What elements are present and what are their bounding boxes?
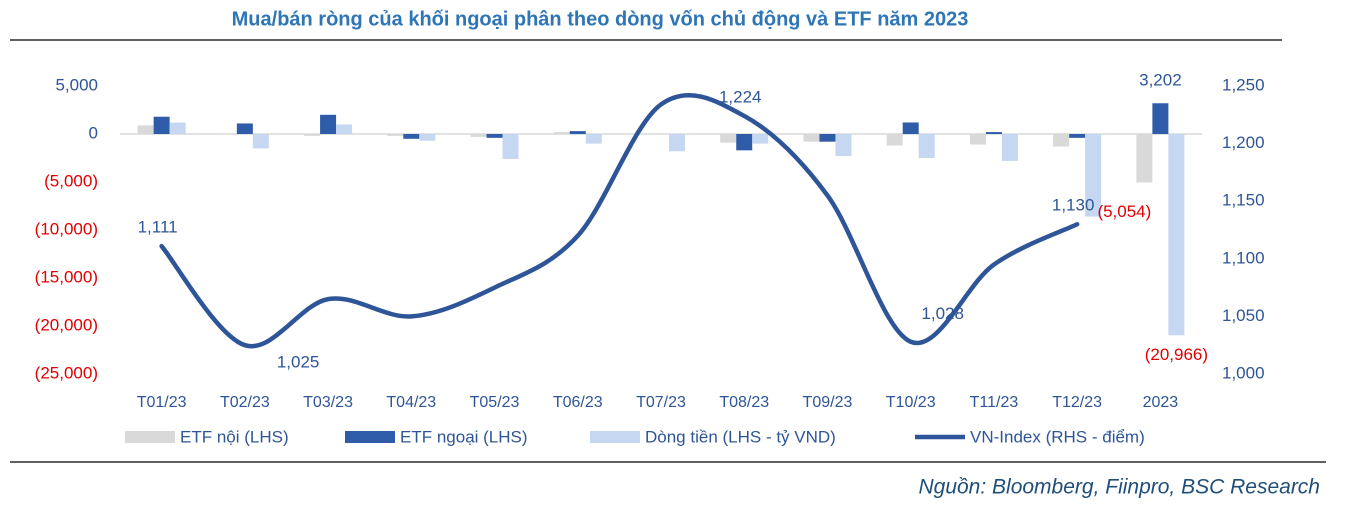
y-tick-label: (15,000) — [35, 267, 98, 286]
data-label: (20,966) — [1145, 345, 1208, 364]
data-label: 1,028 — [921, 304, 964, 323]
bar — [1053, 134, 1070, 147]
bar — [886, 134, 903, 146]
x-tick-label: T09/23 — [803, 394, 853, 411]
legend-swatch — [590, 431, 640, 443]
x-tick-label: 2023 — [1143, 394, 1179, 411]
bar — [1069, 134, 1086, 138]
bar — [486, 134, 503, 138]
data-label: 1,130 — [1052, 196, 1095, 215]
y2-tick-label: 1,100 — [1222, 248, 1265, 267]
bar — [419, 134, 436, 141]
x-tick-label: T06/23 — [553, 394, 603, 411]
bar — [252, 134, 269, 149]
x-tick-label: T12/23 — [1052, 394, 1102, 411]
y-tick-label: (20,000) — [35, 315, 98, 334]
y2-tick-label: 1,200 — [1222, 133, 1265, 152]
bar — [1168, 134, 1185, 336]
data-label: 1,025 — [277, 353, 320, 372]
source: Nguồn: Bloomberg, Fiinpro, BSC Research — [918, 476, 1320, 499]
x-tick-label: T04/23 — [386, 394, 436, 411]
bar — [1001, 134, 1018, 161]
bar — [918, 134, 935, 158]
bar — [819, 134, 836, 142]
bar — [137, 125, 154, 134]
data-label: 3,202 — [1139, 71, 1182, 90]
y-tick-label: (10,000) — [35, 219, 98, 238]
bar — [1152, 103, 1169, 134]
bar — [803, 134, 820, 142]
bar — [585, 134, 602, 144]
bar — [1136, 134, 1153, 183]
data-label: (5,054) — [1097, 202, 1151, 221]
data-label: 1,224 — [719, 87, 762, 106]
x-tick-label: T11/23 — [970, 394, 1019, 411]
line — [159, 92, 1080, 349]
bar — [336, 124, 353, 134]
x-tick-label: T05/23 — [470, 394, 520, 411]
x-tick-label: T02/23 — [220, 394, 270, 411]
bar — [969, 134, 986, 145]
legend-label: ETF ngoại (LHS) — [400, 427, 528, 446]
x-tick-label: T07/23 — [636, 394, 686, 411]
bar — [169, 122, 186, 134]
data-label: 1,111 — [138, 218, 178, 237]
bar — [752, 134, 769, 144]
y-tick-label: 0 — [89, 123, 98, 142]
legend-label: ETF nội (LHS) — [180, 427, 289, 446]
y2-tick-label: 1,250 — [1222, 75, 1265, 94]
bar — [553, 132, 570, 134]
y-tick-label: 5,000 — [55, 75, 98, 94]
x-tick-label: T10/23 — [886, 394, 936, 411]
x-tick-label: T08/23 — [719, 394, 769, 411]
bar — [835, 134, 852, 157]
bar — [902, 122, 919, 134]
bar — [736, 134, 753, 151]
bar — [236, 123, 253, 134]
x-tick-label: T03/23 — [303, 394, 353, 411]
legend-label: VN-Index (RHS - điểm) — [970, 427, 1145, 446]
bar — [985, 132, 1002, 134]
chart-title: Mua/bán ròng của khối ngoại phân theo dò… — [232, 8, 969, 30]
bar — [1085, 134, 1102, 217]
legend-label: Dòng tiền (LHS - tỷ VND) — [645, 427, 836, 446]
y-tick-label: (5,000) — [44, 171, 98, 190]
bar — [153, 116, 170, 134]
legend-swatch — [125, 431, 175, 443]
bar — [304, 134, 321, 136]
y2-tick-label: 1,000 — [1222, 363, 1265, 382]
y2-tick-label: 1,050 — [1222, 306, 1265, 325]
y-tick-label: (25,000) — [35, 363, 98, 382]
bar — [387, 134, 404, 136]
bar — [470, 134, 487, 137]
bar — [720, 134, 737, 143]
bar — [502, 134, 519, 159]
y2-tick-label: 1,150 — [1222, 191, 1265, 210]
bar — [669, 134, 685, 152]
legend-swatch — [345, 431, 395, 443]
x-tick-label: T01/23 — [137, 394, 187, 411]
bar — [403, 134, 420, 139]
bar — [569, 131, 586, 134]
bar — [320, 114, 337, 134]
